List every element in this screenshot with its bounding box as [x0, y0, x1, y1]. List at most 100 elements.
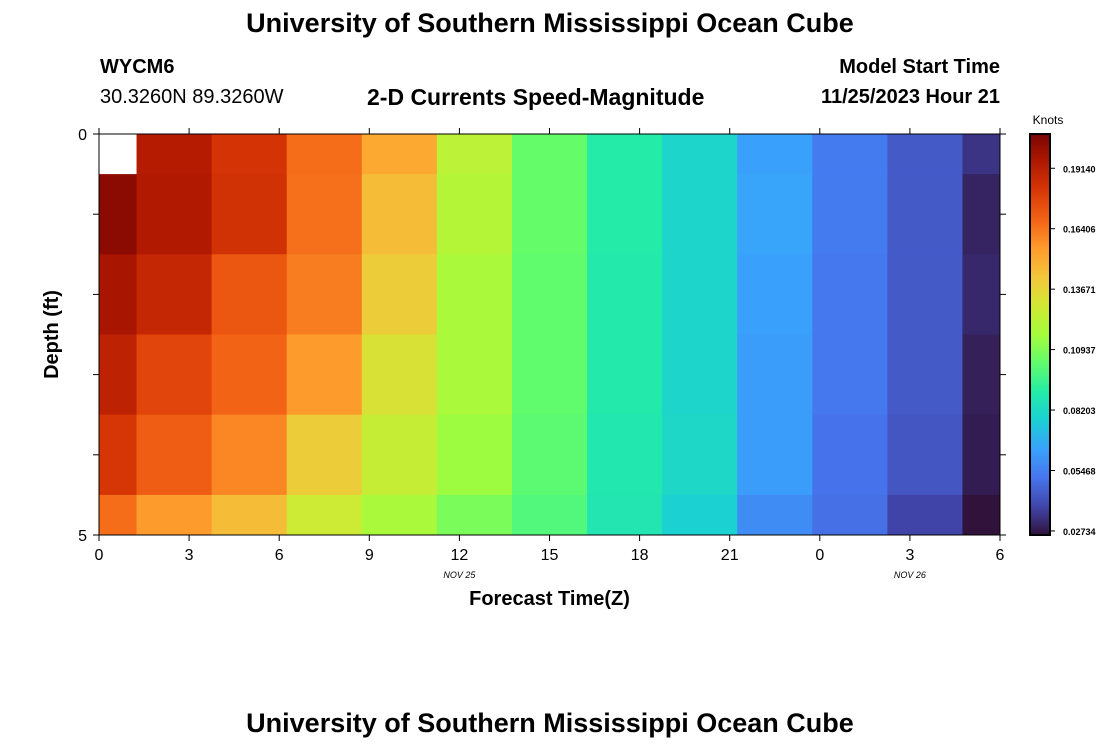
- x-axis: 0 3 6 9 12 15 18 21 0 3 6 NOV 25 NOV 26: [95, 128, 1005, 580]
- heatmap-cell: [286, 494, 363, 536]
- heatmap-cell: [887, 414, 963, 496]
- heatmap-cell: [436, 254, 513, 335]
- heatmap-cell: [436, 174, 513, 255]
- heatmap-cell: [587, 254, 663, 335]
- heatmap-cell: [812, 134, 888, 175]
- heatmap-cell: [436, 134, 513, 175]
- heatmap-cell: [812, 414, 888, 496]
- heatmap-cell: [211, 174, 288, 255]
- colorbar-tick-label: 0.19140: [1063, 164, 1096, 174]
- heatmap-cell: [662, 174, 738, 255]
- heatmap-cells: [99, 134, 1001, 536]
- heatmap-cell: [286, 134, 363, 175]
- x-tick-label: 6: [996, 547, 1005, 564]
- heatmap-cell: [587, 134, 663, 175]
- heatmap-cell: [737, 174, 813, 255]
- x-tick-label: 0: [815, 547, 824, 564]
- heatmap-cell: [211, 254, 288, 335]
- model-start-label: Model Start Time: [839, 56, 1000, 78]
- x-tick-label: 6: [275, 547, 284, 564]
- x-tick-label: 15: [541, 547, 559, 564]
- heatmap-cell: [211, 334, 288, 416]
- station-id: WYCM6: [100, 56, 175, 78]
- heatmap-cell: [737, 334, 813, 416]
- heatmap-cell: [99, 414, 138, 496]
- heatmap-cell: [812, 174, 888, 255]
- heatmap-cell: [361, 134, 438, 175]
- heatmap-cell: [737, 414, 813, 496]
- heatmap-cell: [887, 174, 963, 255]
- heatmap-cell: [286, 174, 363, 255]
- heatmap-cell: [511, 494, 588, 536]
- heatmap-cell: [511, 414, 588, 496]
- heatmap-cell: [361, 414, 438, 496]
- heatmap-cell: [812, 254, 888, 335]
- heatmap-cell: [962, 134, 1001, 175]
- heatmap-cell: [511, 254, 588, 335]
- heatmap-cell: [662, 414, 738, 496]
- x-date-label: NOV 25: [443, 570, 476, 580]
- x-axis-label: Forecast Time(Z): [469, 588, 630, 610]
- heatmap-cell: [211, 134, 288, 175]
- heatmap-cell: [286, 334, 363, 416]
- heatmap-cell: [99, 174, 138, 255]
- x-tick-label: 12: [451, 547, 469, 564]
- heatmap-cell: [136, 414, 213, 496]
- footer-title: University of Southern Mississippi Ocean…: [246, 708, 854, 738]
- y-axis: 05: [78, 127, 1006, 545]
- heatmap-cell: [587, 334, 663, 416]
- x-tick-label: 3: [905, 547, 914, 564]
- heatmap-cell: [887, 334, 963, 416]
- heatmap-cell: [587, 174, 663, 255]
- colorbar-tick-label: 0.05468: [1063, 466, 1096, 476]
- heatmap-cell: [99, 334, 138, 416]
- heatmap-cell: [136, 134, 213, 175]
- heatmap-cell: [286, 414, 363, 496]
- x-date-label: NOV 26: [894, 570, 926, 580]
- heatmap-cell: [361, 494, 438, 536]
- heatmap-cell: [887, 254, 963, 335]
- heatmap-cell: [962, 494, 1001, 536]
- colorbar-tick-label: 0.02734: [1063, 527, 1096, 537]
- page-title: University of Southern Mississippi Ocean…: [246, 8, 854, 38]
- heatmap-cell: [587, 494, 663, 536]
- colorbar-scale: [1029, 133, 1051, 536]
- colorbar-tick-label: 0.16406: [1063, 225, 1096, 235]
- x-tick-label: 18: [631, 547, 649, 564]
- heatmap-cell: [436, 334, 513, 416]
- heatmap-cell: [962, 414, 1001, 496]
- heatmap-cell: [211, 414, 288, 496]
- colorbar: Knots 0.19140 0.16406 0.13671 0.10937 0.08203…: [1029, 113, 1096, 537]
- heatmap-cell: [511, 134, 588, 175]
- colorbar-tick-label: 0.10937: [1063, 346, 1096, 356]
- y-tick-label: 5: [78, 528, 87, 545]
- x-tick-label: 21: [721, 547, 739, 564]
- colorbar-label: Knots: [1033, 113, 1064, 127]
- x-tick-label: 0: [95, 547, 104, 564]
- model-start-value: 11/25/2023 Hour 21: [820, 86, 1000, 108]
- heatmap-cell: [136, 254, 213, 335]
- colorbar-tick-label: 0.13671: [1063, 285, 1096, 295]
- heatmap-cell: [662, 334, 738, 416]
- heatmap-cell: [737, 254, 813, 335]
- heatmap-cell: [136, 174, 213, 255]
- heatmap-cell: [662, 134, 738, 175]
- heatmap-cell: [361, 334, 438, 416]
- heatmap-cell: [887, 494, 963, 536]
- heatmap-cell: [812, 494, 888, 536]
- heatmap-cell: [511, 174, 588, 255]
- x-tick-label: 3: [185, 547, 194, 564]
- colorbar-tick-label: 0.08203: [1063, 406, 1096, 416]
- heatmap-cell: [662, 254, 738, 335]
- heatmap-cell: [286, 254, 363, 335]
- heatmap-cell: [99, 254, 138, 335]
- heatmap-cell: [136, 334, 213, 416]
- y-tick-label: 0: [78, 127, 87, 144]
- heatmap-cell: [436, 494, 513, 536]
- x-tick-label: 9: [365, 547, 374, 564]
- heatmap-cell: [99, 134, 138, 175]
- heatmap-cell: [361, 254, 438, 335]
- heatmap-cell: [887, 134, 963, 175]
- heatmap-cell: [99, 494, 138, 536]
